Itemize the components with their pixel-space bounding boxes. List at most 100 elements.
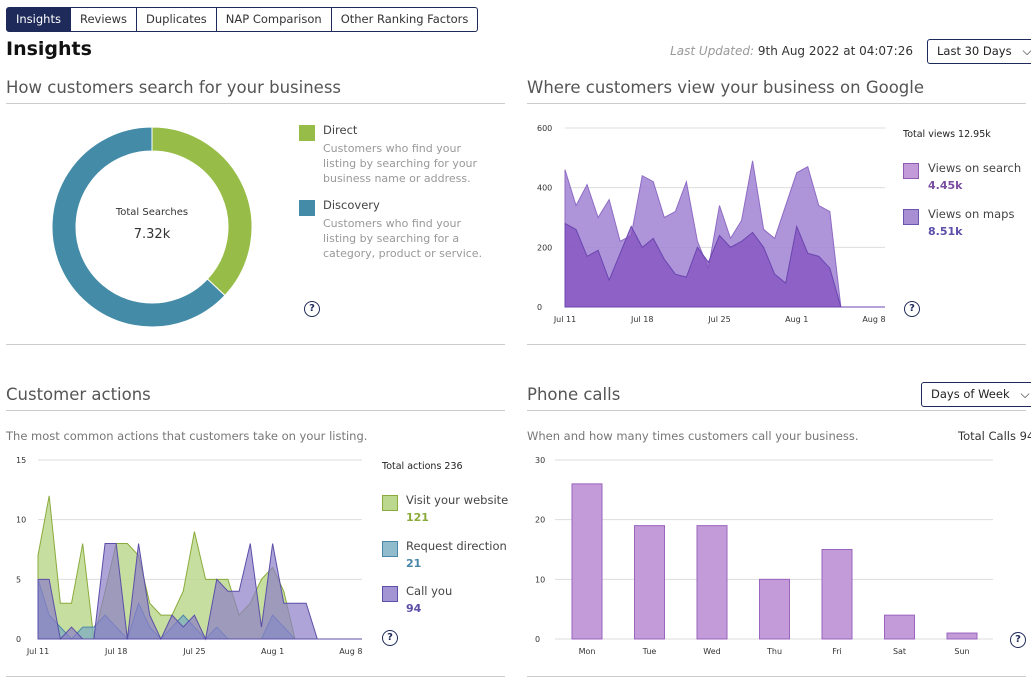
help-icon[interactable]: ? [1010,632,1026,648]
x-tick-label: Jul 18 [104,647,127,656]
divider [6,410,505,411]
y-tick-label: 5 [16,575,21,584]
actions-total-label: Total actions 236 [382,461,463,472]
area-series-2 [37,543,362,641]
legend-swatch-views-maps [903,209,919,225]
x-tick-label: Tue [642,647,657,656]
search-section-title: How customers search for your business [6,78,342,97]
x-tick-label: Jul 11 [553,315,576,324]
x-tick-label: Mon [579,647,596,656]
x-tick-label: Jul 25 [182,647,205,656]
actions-area-chart: 0 5 10 15 Jul 11 Jul 18 Jul 25 Aug 1 Aug 8 [16,456,362,656]
tab-duplicates[interactable]: Duplicates [137,7,217,32]
legend-desc-discovery: Customers who find your listing by searc… [323,217,483,260]
divider [527,410,1026,411]
x-tick-label: Wed [703,647,720,656]
legend-title-direct: Direct [323,123,358,137]
calls-total-label: Total Calls 94 [958,429,1031,443]
y-tick-label: 10 [16,516,26,525]
donut-center-label: Total Searches [115,207,188,218]
bar-tue [634,525,665,640]
x-tick-label: Jul 18 [630,315,653,324]
y-tick-label: 400 [537,184,552,193]
tab-bar: Insights Reviews Duplicates NAP Comparis… [6,7,479,32]
divider [527,344,1026,345]
calls-section-title: Phone calls [527,385,621,404]
bar-thu [759,578,790,640]
tab-nap-comparison[interactable]: NAP Comparison [216,7,332,32]
legend-value-call: 94 [406,602,422,615]
legend-swatch-direct [299,125,315,141]
x-tick-label: Aug 1 [785,315,808,324]
legend-swatch-discovery [299,200,315,216]
help-icon[interactable]: ? [382,630,398,646]
x-tick-label: Sat [893,647,906,656]
legend-title-call: Call you [406,584,453,598]
y-tick-label: 600 [537,124,552,133]
date-range-label: Last 30 Days [937,44,1012,58]
actions-subtitle: The most common actions that customers t… [6,429,368,443]
calls-subtitle: When and how many times customers call y… [527,429,859,443]
days-of-week-dropdown[interactable]: Days of Week ⌵ [921,382,1031,407]
legend-title-views-maps: Views on maps [928,207,1015,221]
x-tick-label: Fri [832,647,842,656]
divider [6,344,505,345]
search-donut-chart: Total Searches 7.32k [52,127,252,327]
x-tick-label: Sun [954,647,969,656]
divider [6,676,505,677]
views-section-title: Where customers view your business on Go… [527,78,925,97]
donut-slice-discovery [52,127,226,327]
y-tick-label: 0 [537,303,542,312]
actions-section-title: Customer actions [6,385,151,404]
legend-value-views-maps: 8.51k [928,225,963,238]
divider [6,103,505,104]
area-series-0 [37,495,362,640]
y-tick-label: 30 [535,456,545,465]
tab-reviews[interactable]: Reviews [70,7,137,32]
calls-bar-chart: 0 10 20 30 Mon Tue Wed Thu Fri Sat Sun [535,456,993,656]
legend-swatch-views-search [903,163,919,179]
legend-value-website: 121 [406,511,429,524]
legend-title-direction: Request direction [406,539,507,553]
area-series-1 [564,222,885,308]
views-total-label: Total views 12.95k [903,129,991,140]
page-title: Insights [6,38,92,60]
legend-title-website: Visit your website [406,493,509,507]
y-tick-label: 10 [535,575,545,584]
date-range-dropdown[interactable]: Last 30 Days ⌵ [927,39,1031,64]
legend-swatch-direction [382,541,398,557]
y-tick-label: 20 [535,516,545,525]
tab-other-ranking-factors[interactable]: Other Ranking Factors [331,7,479,32]
help-icon[interactable]: ? [904,301,920,317]
legend-value-views-search: 4.45k [928,179,963,192]
legend-value-direction: 21 [406,557,422,570]
y-tick-label: 0 [535,635,540,644]
bar-wed [696,525,728,640]
y-tick-label: 15 [16,456,26,465]
bar-sat [884,614,915,640]
legend-title-views-search: Views on search [928,161,1022,175]
x-tick-label: Aug 8 [862,315,885,324]
views-area-chart: 0 200 400 600 Jul 11 Jul 18 Jul 25 Aug 1 Aug 8 [537,124,886,324]
donut-center-value: 7.32k [134,227,171,242]
bar-fri [821,549,853,640]
y-tick-label: 0 [16,635,21,644]
bar-sun [946,632,978,640]
help-icon[interactable]: ? [304,301,320,317]
bar-mon [571,483,603,640]
x-tick-label: Aug 1 [261,647,284,656]
legend-desc-direct: Customers who find your listing by searc… [323,142,478,185]
x-tick-label: Thu [766,647,782,656]
chevron-down-icon: ⌵ [1020,387,1030,401]
legend-swatch-call [382,586,398,602]
tab-insights[interactable]: Insights [6,7,71,32]
divider [527,676,1026,677]
days-of-week-label: Days of Week [931,387,1010,401]
last-updated-label: Last Updated: [670,44,755,58]
x-tick-label: Aug 8 [339,647,362,656]
divider [527,103,1026,104]
y-tick-label: 200 [537,243,552,252]
legend-title-discovery: Discovery [323,198,380,212]
legend-swatch-website [382,495,398,511]
chevron-down-icon: ⌵ [1022,44,1031,58]
